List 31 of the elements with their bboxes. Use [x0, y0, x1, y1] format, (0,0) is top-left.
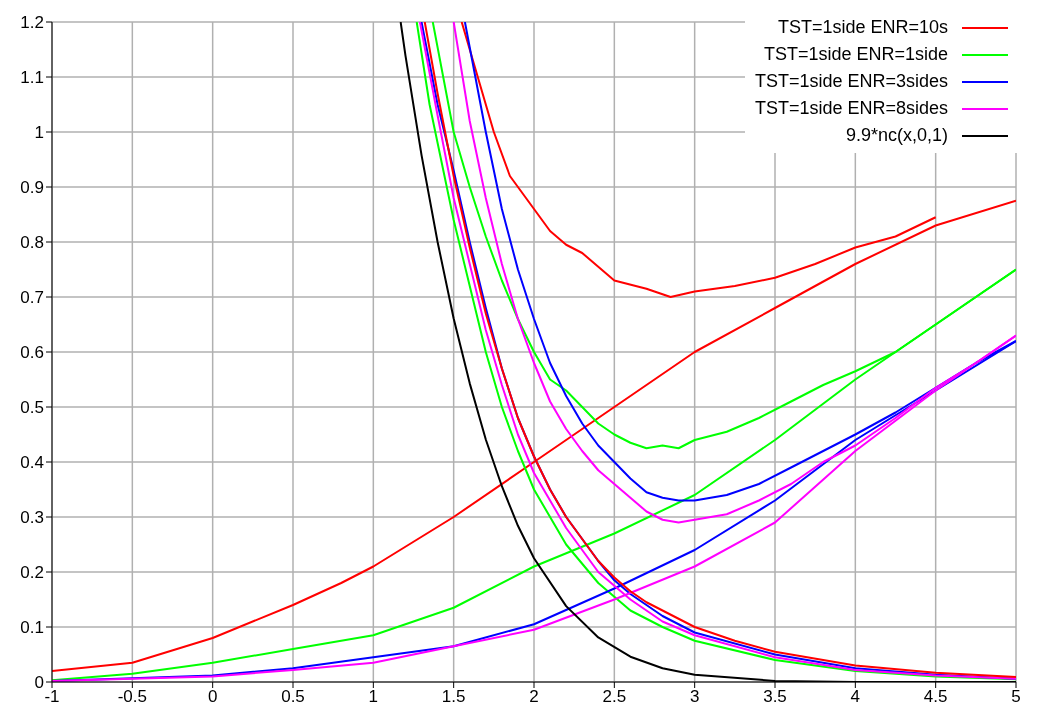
y-tick-label: 0.1 [20, 618, 44, 638]
legend-label: TST=1side ENR=10s [777, 17, 948, 38]
x-tick-label: 3 [689, 687, 700, 707]
legend-label: 9.9*nc(x,0,1) [845, 125, 948, 146]
legend-label: TST=1side ENR=3sides [754, 71, 948, 92]
x-tick-label: 0.5 [281, 687, 305, 707]
x-tick-label: 3.5 [763, 687, 787, 707]
x-tick-label: 1.5 [441, 687, 466, 707]
x-tick-label: -0.5 [117, 687, 147, 707]
y-tick-label: 1.1 [20, 68, 44, 88]
y-tick-label: 0.4 [20, 453, 44, 473]
y-tick-label: 0.9 [20, 178, 44, 198]
x-tick-label: 1 [368, 687, 379, 707]
legend-label: TST=1side ENR=1side [763, 44, 948, 65]
x-tick-label: -1 [44, 687, 60, 707]
legend-label: TST=1side ENR=8sides [754, 98, 948, 119]
y-tick-label: 0 [34, 673, 44, 693]
y-tick-label: 0.8 [20, 233, 44, 253]
x-tick-label: 2 [529, 687, 539, 707]
y-tick-label: 0.2 [20, 563, 44, 583]
y-tick-label: 1 [34, 123, 44, 143]
y-tick-label: 0.5 [20, 398, 44, 418]
x-tick-label: 0 [207, 687, 218, 707]
x-tick-label: 5 [1011, 687, 1021, 707]
y-tick-label: 0.6 [20, 343, 44, 363]
y-tick-label: 0.3 [20, 508, 44, 528]
y-tick-label: 0.7 [20, 288, 44, 308]
x-tick-label: 4 [850, 687, 861, 707]
y-tick-label: 1.2 [20, 13, 44, 33]
x-tick-label: 4.5 [923, 687, 948, 707]
x-tick-label: 2.5 [602, 687, 627, 707]
